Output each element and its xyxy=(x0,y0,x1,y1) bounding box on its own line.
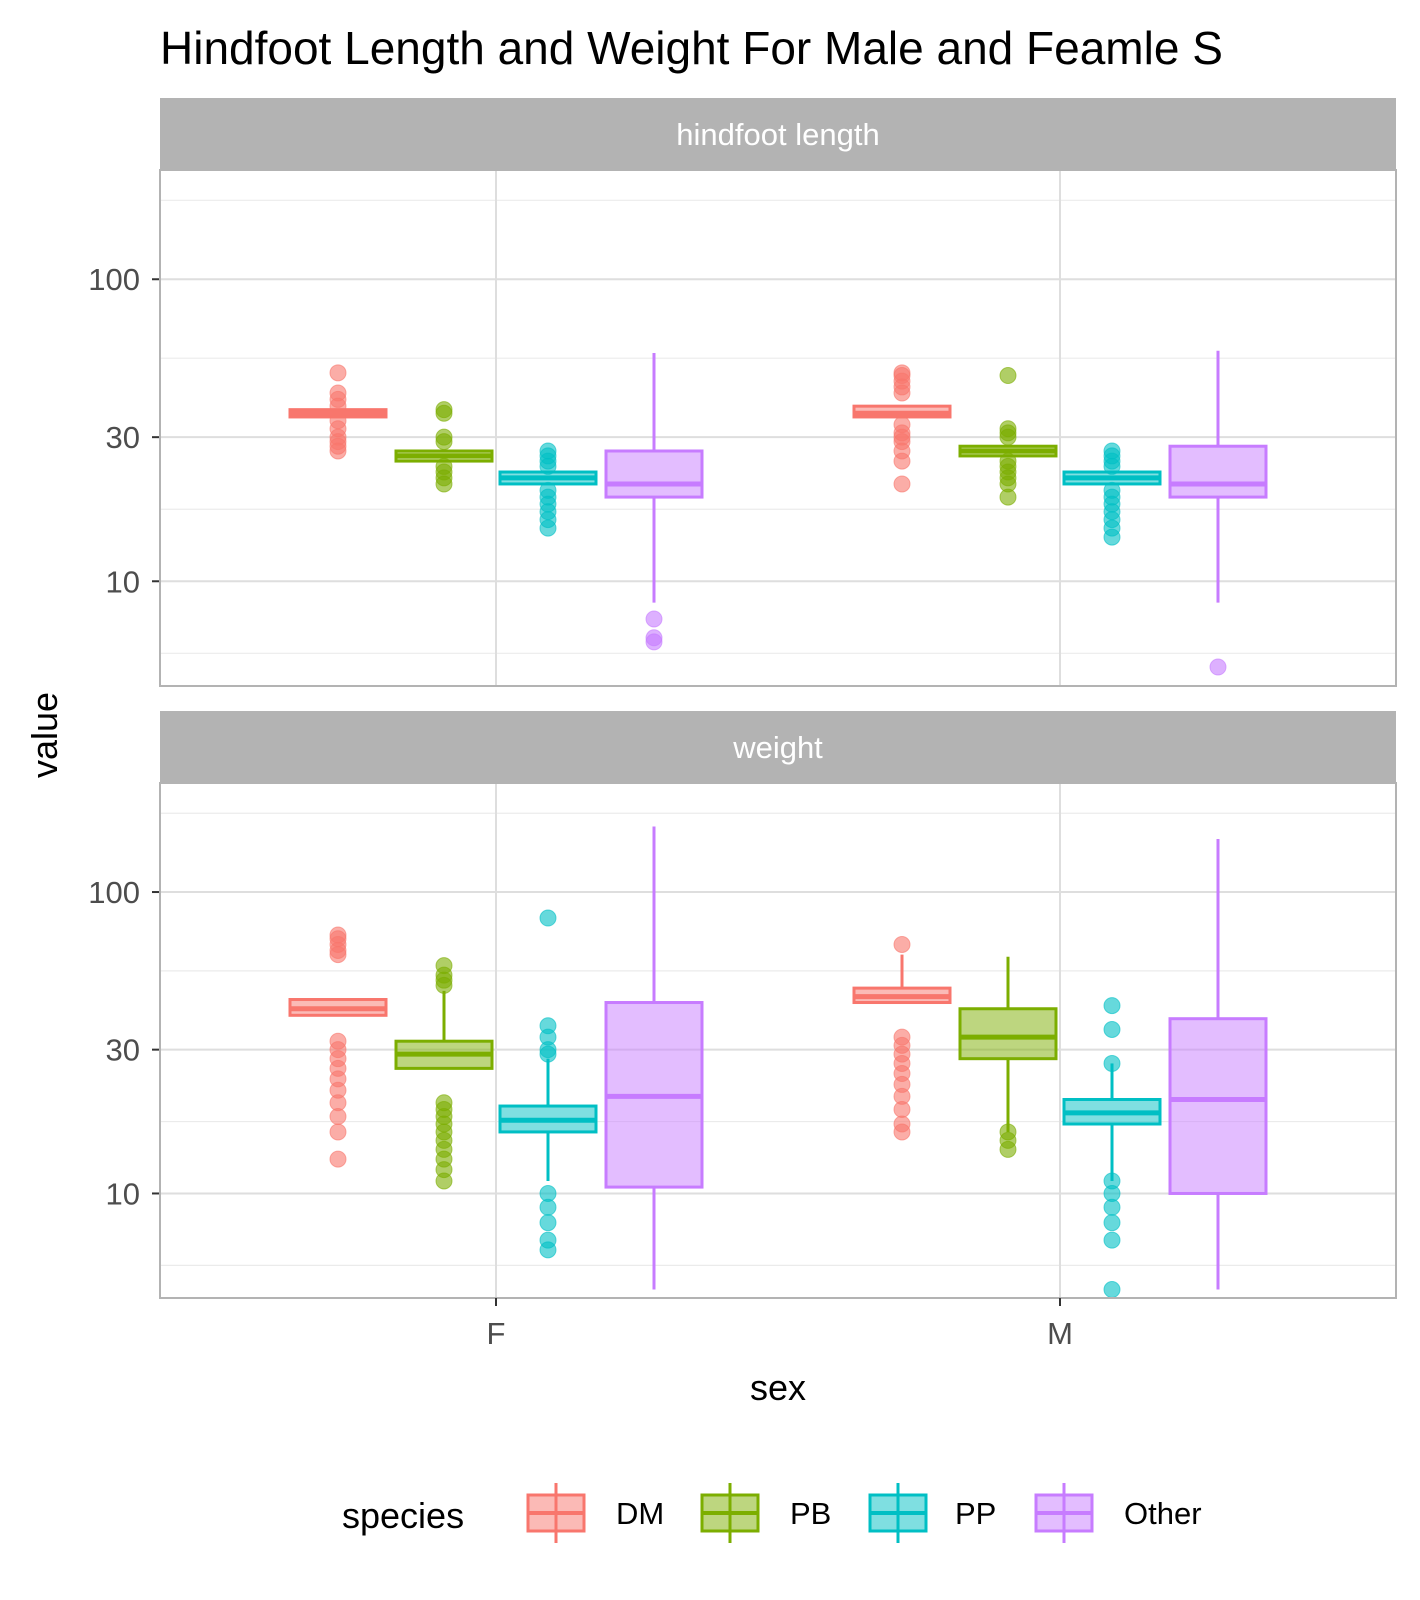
box-F-PP xyxy=(498,442,598,537)
outlier-point xyxy=(645,610,663,628)
box-M-PB xyxy=(958,956,1058,1158)
outlier-point xyxy=(539,1045,557,1063)
y-tick-label: 30 xyxy=(106,420,140,455)
iqr-box xyxy=(1168,1017,1268,1195)
outlier-point xyxy=(893,935,911,953)
y-tick-label: 10 xyxy=(106,1176,140,1211)
panel-border xyxy=(159,169,1397,687)
facet-strip-label: weight xyxy=(732,730,823,765)
outlier-point xyxy=(435,1172,453,1190)
box-F-Other xyxy=(604,352,704,651)
outlier-point xyxy=(1103,1054,1121,1072)
box-F-DM xyxy=(288,364,388,460)
panels: hindfoot length 10 30 100 weight 10 30 100 xyxy=(88,98,1397,1299)
outlier-point xyxy=(1103,1198,1121,1216)
y-tick-label: 100 xyxy=(88,875,140,910)
legend-label-PP: PP xyxy=(955,1496,996,1531)
outlier-point xyxy=(329,946,347,964)
outlier-point xyxy=(539,519,557,537)
legend-key-Other xyxy=(1034,1483,1094,1543)
iqr-box xyxy=(1168,444,1268,499)
outlier-point xyxy=(435,404,453,422)
outlier-point xyxy=(893,1123,911,1141)
outlier-point xyxy=(1103,528,1121,546)
x-tick-label: F xyxy=(487,1316,506,1351)
outlier-point xyxy=(1103,1231,1121,1249)
box-M-Other xyxy=(1168,838,1268,1290)
facet-strip xyxy=(160,98,1396,170)
outlier-point xyxy=(1209,658,1227,676)
panel-border xyxy=(159,782,1397,1299)
box-M-DM xyxy=(852,364,952,493)
box-F-PB xyxy=(394,401,494,493)
legend-key-PP xyxy=(868,1483,928,1543)
y-tick-label: 10 xyxy=(106,564,140,599)
chart-title: Hindfoot Length and Weight For Male and … xyxy=(160,22,1223,74)
box-M-PP xyxy=(1062,442,1162,546)
outlier-point xyxy=(539,1214,557,1232)
legend-title: species xyxy=(342,1495,464,1536)
outlier-point xyxy=(329,397,347,415)
outlier-point xyxy=(999,367,1017,385)
legend-label-DM: DM xyxy=(616,1496,664,1531)
outlier-point xyxy=(1103,997,1121,1015)
outlier-point xyxy=(539,457,557,475)
x-tick-label: M xyxy=(1047,1316,1073,1351)
box-M-PP xyxy=(1062,997,1162,1299)
legend-key-PB xyxy=(700,1483,760,1543)
outlier-point xyxy=(329,364,347,382)
outlier-point xyxy=(1103,1214,1121,1232)
outlier-point xyxy=(1103,1281,1121,1299)
outlier-point xyxy=(435,475,453,493)
outlier-point xyxy=(329,1123,347,1141)
outlier-point xyxy=(329,1150,347,1168)
outlier-point xyxy=(893,384,911,402)
iqr-box xyxy=(958,1007,1058,1061)
panel-weight: weight 10 30 100 xyxy=(88,711,1397,1299)
box-M-DM xyxy=(852,935,952,1141)
outlier-point xyxy=(1103,457,1121,475)
box-F-PB xyxy=(394,957,494,1190)
box-F-DM xyxy=(288,926,388,1168)
facet-strip-label: hindfoot length xyxy=(676,117,879,152)
outlier-point xyxy=(435,433,453,451)
outlier-point xyxy=(539,1198,557,1216)
y-tick-label: 100 xyxy=(88,262,140,297)
iqr-box xyxy=(604,449,704,499)
outlier-point xyxy=(999,488,1017,506)
panel-background xyxy=(160,170,1396,686)
outlier-point xyxy=(893,452,911,470)
outlier-point xyxy=(539,909,557,927)
outlier-point xyxy=(893,1100,911,1118)
outlier-point xyxy=(1103,1020,1121,1038)
outlier-point xyxy=(999,428,1017,446)
facet-strip xyxy=(160,711,1396,783)
box-M-Other xyxy=(1168,350,1268,676)
box-F-PP xyxy=(498,909,598,1259)
outlier-point xyxy=(645,633,663,651)
box-F-Other xyxy=(604,826,704,1290)
legend-label-PB: PB xyxy=(790,1496,831,1531)
outlier-point xyxy=(999,1140,1017,1158)
outlier-point xyxy=(539,1241,557,1259)
legend: DM PB PP Other xyxy=(526,1483,1202,1543)
outlier-point xyxy=(329,442,347,460)
legend-key-DM xyxy=(526,1483,586,1543)
panel-hindfoot-length: hindfoot length 10 30 100 xyxy=(88,98,1397,687)
outlier-point xyxy=(329,1108,347,1126)
box-M-PB xyxy=(958,367,1058,506)
y-axis-label: value xyxy=(24,692,65,778)
x-axis-label: sex xyxy=(750,1367,806,1408)
y-tick-label: 30 xyxy=(106,1033,140,1068)
outlier-point xyxy=(435,976,453,994)
legend-label-Other: Other xyxy=(1124,1496,1202,1531)
outlier-point xyxy=(893,475,911,493)
